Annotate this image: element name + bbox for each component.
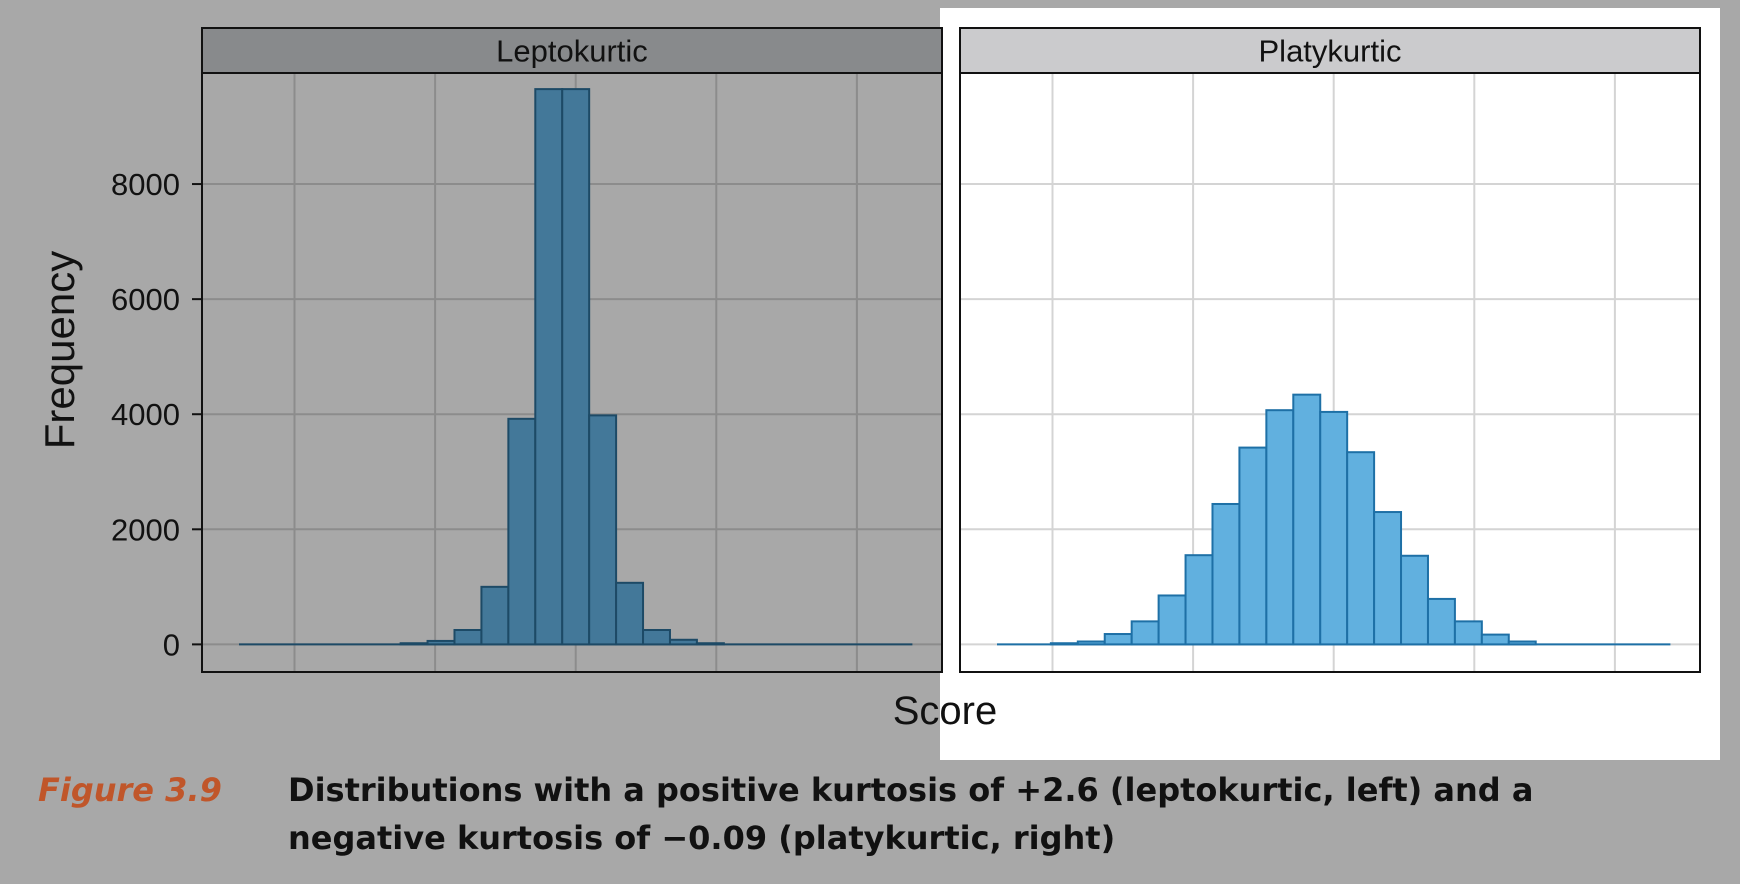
y-tick-label: 8000	[111, 167, 180, 202]
panel-strip	[201, 27, 943, 74]
y-axis: 0 2000 4000 6000 8000	[111, 167, 202, 662]
histogram-bar	[1346, 451, 1376, 646]
histogram-bar	[1319, 410, 1349, 646]
figure-caption-text: Distributions with a positive kurtosis o…	[288, 771, 1534, 857]
histogram-bar	[507, 417, 537, 646]
histogram-bar	[588, 414, 618, 646]
y-tick-label: 4000	[111, 397, 180, 432]
histogram-bar	[1184, 554, 1214, 646]
x-axis-label: Score	[893, 689, 998, 733]
histogram-bar	[399, 642, 429, 646]
histogram-bar	[1238, 446, 1268, 646]
y-tick-label: 6000	[111, 282, 180, 317]
histogram-bar	[1373, 511, 1403, 646]
histogram-bar	[1076, 640, 1106, 646]
histogram-bar	[1265, 409, 1295, 646]
histogram-bar	[426, 639, 456, 646]
histogram-bar	[1211, 502, 1241, 646]
y-tick-label: 2000	[111, 512, 180, 547]
panel-platykurtic: Platykurtic	[959, 27, 1701, 673]
histogram-bar	[1049, 642, 1079, 646]
histogram-bar	[453, 628, 483, 646]
panel-leptokurtic: Leptokurtic	[201, 27, 943, 673]
histogram-bar	[1426, 597, 1456, 646]
histogram-bar	[1453, 620, 1483, 646]
y-tick-label: 0	[163, 627, 180, 662]
panel-strip	[959, 27, 1701, 74]
histogram-bar	[1400, 554, 1429, 646]
y-axis-label: Frequency	[36, 251, 83, 449]
histogram-bar	[1292, 393, 1322, 646]
figure-label: Figure 3.9	[38, 771, 222, 809]
histogram-bar	[1507, 640, 1537, 646]
histogram-bar	[668, 638, 698, 646]
histogram-bar	[480, 585, 510, 646]
histogram-bar	[615, 581, 645, 646]
histogram-bar	[695, 642, 725, 646]
histogram-bar	[1157, 594, 1187, 646]
histogram-bar	[561, 88, 591, 646]
panel-title: Platykurtic	[1259, 34, 1402, 69]
histogram-bar	[1480, 633, 1510, 646]
histogram-bar	[1103, 633, 1133, 646]
panel-title: Leptokurtic	[496, 34, 648, 69]
histogram-bar	[534, 88, 564, 646]
histogram-bar	[1130, 620, 1160, 646]
histogram-bar	[642, 628, 671, 646]
